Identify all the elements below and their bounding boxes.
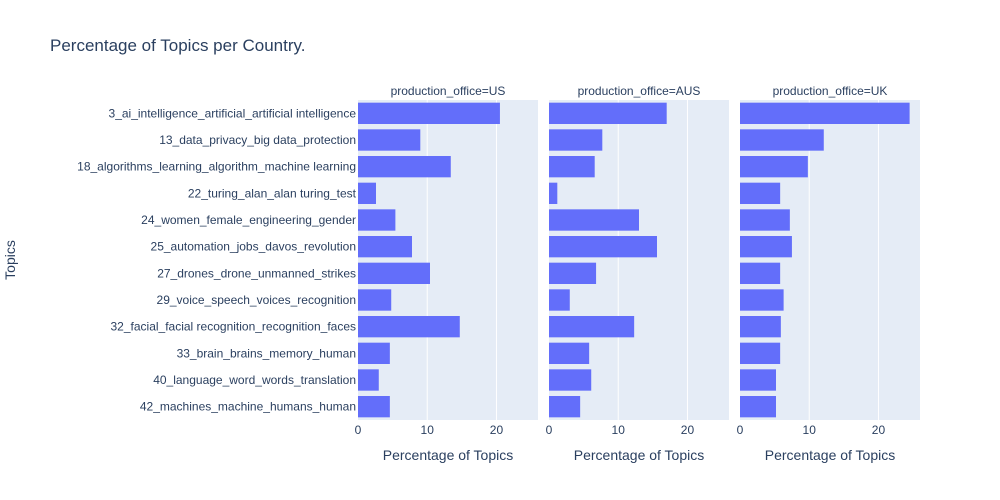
category-label: 29_voice_speech_voices_recognition (157, 293, 356, 307)
category-label: 18_algorithms_learning_algorithm_machine… (77, 160, 356, 174)
x-tick-label: 20 (872, 423, 886, 437)
bar (740, 396, 776, 418)
category-label: 32_facial_facial recognition_recognition… (111, 320, 357, 334)
bar (358, 316, 460, 338)
bar (740, 369, 776, 391)
bar (549, 102, 667, 124)
bar (740, 262, 781, 284)
panel-background (740, 100, 920, 420)
bar (549, 342, 590, 364)
category-label: 24_women_female_engineering_gender (141, 213, 356, 227)
x-axis-title: Percentage of Topics (383, 447, 514, 463)
x-tick-label: 0 (355, 423, 362, 437)
bar (358, 236, 412, 258)
bar (358, 156, 451, 178)
bar (740, 342, 781, 364)
x-tick-label: 0 (546, 423, 553, 437)
bar (549, 182, 558, 204)
bar (549, 209, 639, 231)
bar (549, 156, 595, 178)
bar (358, 396, 390, 418)
category-label: 13_data_privacy_big data_protection (159, 133, 356, 147)
facet-title: production_office=UK (773, 84, 888, 98)
bar (358, 289, 392, 311)
x-tick-label: 10 (803, 423, 817, 437)
x-axis-title: Percentage of Topics (574, 447, 705, 463)
category-label: 3_ai_intelligence_artificial_artificial … (109, 106, 357, 120)
bar (549, 396, 581, 418)
bar (740, 182, 781, 204)
bar (740, 209, 790, 231)
bar (549, 129, 603, 151)
bar (549, 236, 657, 258)
bar (358, 209, 396, 231)
panel-background (549, 100, 729, 420)
facet-title: production_office=AUS (578, 84, 701, 98)
bar (740, 316, 781, 338)
x-tick-label: 10 (421, 423, 435, 437)
bar (740, 102, 910, 124)
y-axis-title: Topics (2, 240, 18, 280)
x-axis-title: Percentage of Topics (765, 447, 896, 463)
bar (358, 262, 430, 284)
bar (358, 129, 421, 151)
bar (549, 316, 635, 338)
facet-title: production_office=US (391, 84, 506, 98)
bar (358, 342, 390, 364)
x-tick-label: 10 (612, 423, 626, 437)
panel-background (358, 100, 538, 420)
bar (549, 262, 597, 284)
bar (740, 156, 808, 178)
bar (549, 369, 592, 391)
bar (740, 236, 792, 258)
x-tick-label: 0 (737, 423, 744, 437)
bar (740, 289, 784, 311)
bar (358, 182, 376, 204)
x-tick-label: 20 (490, 423, 504, 437)
chart-title: Percentage of Topics per Country. (50, 36, 305, 55)
bar (358, 369, 379, 391)
bar (740, 129, 824, 151)
category-label: 40_language_word_words_translation (153, 373, 356, 387)
category-label: 33_brain_brains_memory_human (177, 346, 356, 360)
bar (549, 289, 570, 311)
bar (358, 102, 500, 124)
category-label: 25_automation_jobs_davos_revolution (151, 240, 356, 254)
category-label: 27_drones_drone_unmanned_strikes (157, 266, 356, 280)
x-tick-label: 20 (681, 423, 695, 437)
category-label: 42_machines_machine_humans_human (140, 400, 356, 414)
category-label: 22_turing_alan_alan turing_test (188, 186, 357, 200)
